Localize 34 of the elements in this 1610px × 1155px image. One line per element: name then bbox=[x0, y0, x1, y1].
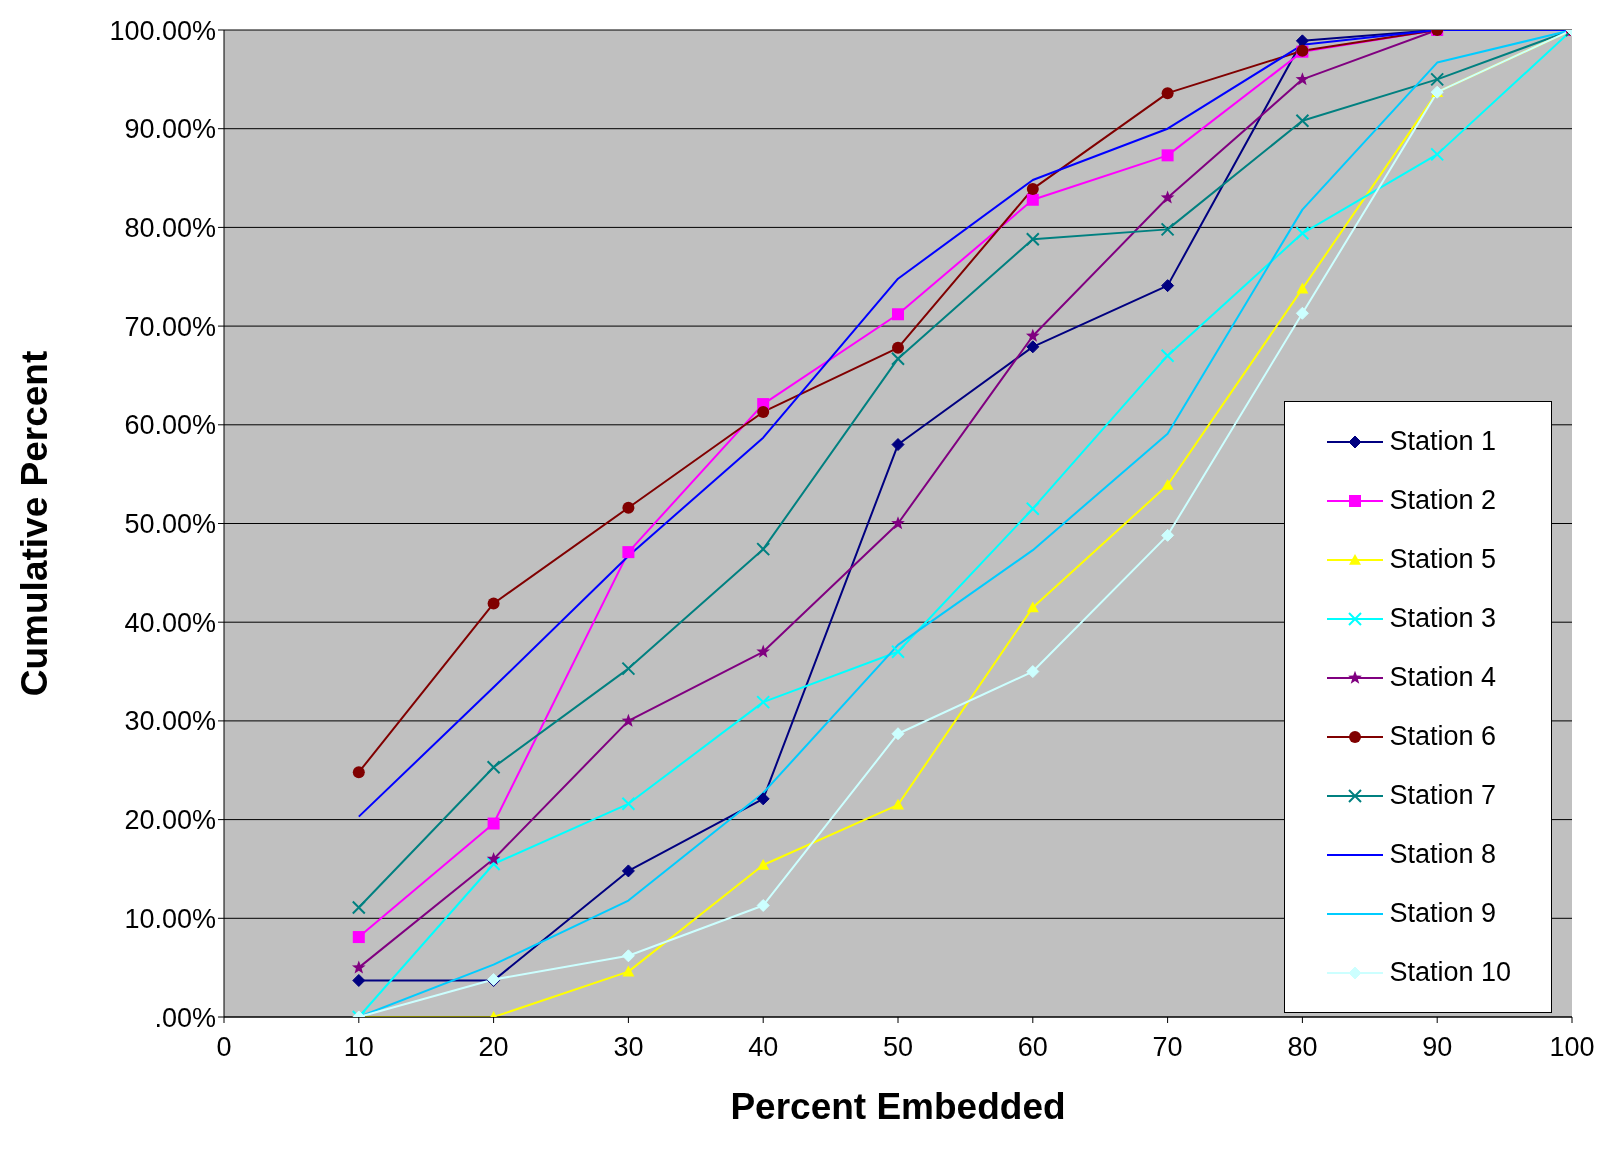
x-tick-label: 80 bbox=[1287, 1032, 1318, 1063]
x-tick-label: 0 bbox=[216, 1032, 232, 1063]
y-tick-label: 100.00% bbox=[109, 15, 216, 46]
legend-label: Station 6 bbox=[1389, 721, 1496, 752]
x-tick-label: 20 bbox=[478, 1032, 509, 1063]
y-tick-label: .00% bbox=[154, 1002, 216, 1033]
y-tick-label: 70.00% bbox=[124, 311, 216, 342]
legend-label: Station 2 bbox=[1389, 485, 1496, 516]
y-tick-label: 60.00% bbox=[124, 410, 216, 441]
y-tick-label: 40.00% bbox=[124, 607, 216, 638]
x-axis-title: Percent Embedded bbox=[730, 1086, 1066, 1127]
x-tick-label: 90 bbox=[1422, 1032, 1453, 1063]
legend-label: Station 8 bbox=[1389, 839, 1496, 870]
x-tick-label: 70 bbox=[1152, 1032, 1183, 1063]
x-tick-label: 50 bbox=[882, 1032, 914, 1063]
legend-label: Station 5 bbox=[1389, 544, 1496, 575]
legend-label: Station 3 bbox=[1389, 603, 1496, 634]
y-tick-label: 50.00% bbox=[124, 509, 216, 540]
legend-label: Station 9 bbox=[1389, 898, 1496, 929]
y-tick-label: 90.00% bbox=[124, 114, 216, 145]
legend-label: Station 1 bbox=[1389, 426, 1496, 457]
x-tick-label: 40 bbox=[748, 1032, 779, 1063]
x-tick-label: 10 bbox=[343, 1032, 374, 1063]
y-tick-label: 20.00% bbox=[124, 805, 216, 836]
y-tick-label: 30.00% bbox=[124, 706, 216, 737]
x-tick-label: 100 bbox=[1549, 1032, 1595, 1063]
legend-label: Station 7 bbox=[1389, 780, 1496, 811]
x-tick-label: 30 bbox=[613, 1032, 644, 1063]
y-axis-title: Cumulative Percent bbox=[14, 350, 56, 697]
x-tick-label: 60 bbox=[1017, 1032, 1048, 1063]
legend-label: Station 4 bbox=[1389, 662, 1496, 693]
y-tick-label: 10.00% bbox=[124, 903, 216, 934]
legend-label: Station 10 bbox=[1389, 957, 1511, 988]
y-tick-label: 80.00% bbox=[124, 212, 216, 243]
